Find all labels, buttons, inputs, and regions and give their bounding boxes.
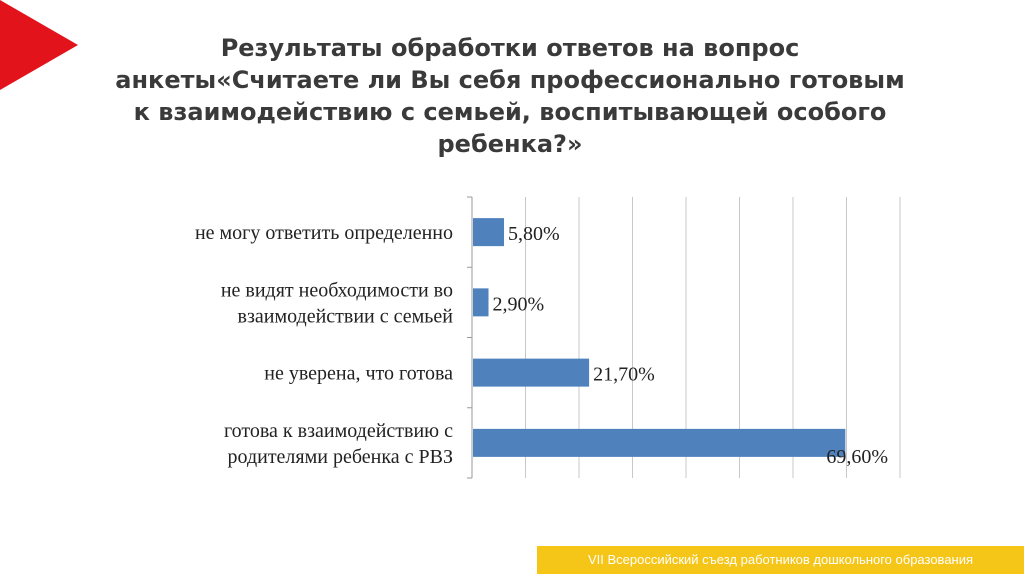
footer-text: VII Всероссийский съезд работников дошко… [587, 552, 974, 567]
data-label-1: 5,80% [508, 223, 560, 245]
red-triangle-accent [0, 0, 78, 90]
category-label-1-line-1: не могу ответить определенно [195, 222, 453, 244]
red-triangle-shape [0, 0, 78, 90]
title-line-3: к взаимодействию с семьей, воспитывающей… [133, 98, 887, 126]
data-label-3: 21,70% [593, 364, 655, 386]
chart-grid [467, 196, 901, 479]
category-label-2-line-2: взаимодействии с семьей [238, 305, 454, 327]
title-line-1: Результаты обработки ответов на вопрос [220, 34, 800, 62]
category-label-4-line-2: родителями ребенка с РВЗ [228, 446, 453, 468]
slide-title: Результаты обработки ответов на вопрос а… [80, 32, 940, 160]
bar-3 [473, 358, 590, 387]
bar-1 [473, 218, 505, 247]
category-label-3-line-1: не уверена, что готова [264, 363, 453, 385]
title-line-4: ребенка?» [437, 130, 583, 158]
category-label-4-line-1: готова к взаимодействию с [224, 420, 453, 442]
data-label-2: 2,90% [493, 293, 545, 315]
title-line-2: анкеты«Считаете ли Вы себя профессиональ… [115, 66, 905, 94]
chart-bars [473, 218, 846, 457]
bar-2 [473, 288, 489, 317]
chart-labels: 5,80% не могу ответить определенно 2,90% не… [195, 222, 888, 468]
data-label-4: 69,60% [826, 446, 888, 468]
footer-banner: VII Всероссийский съезд работников дошко… [537, 546, 1024, 574]
category-label-2-line-1: не видят необходимости во [221, 279, 453, 301]
bar-4 [473, 428, 846, 457]
